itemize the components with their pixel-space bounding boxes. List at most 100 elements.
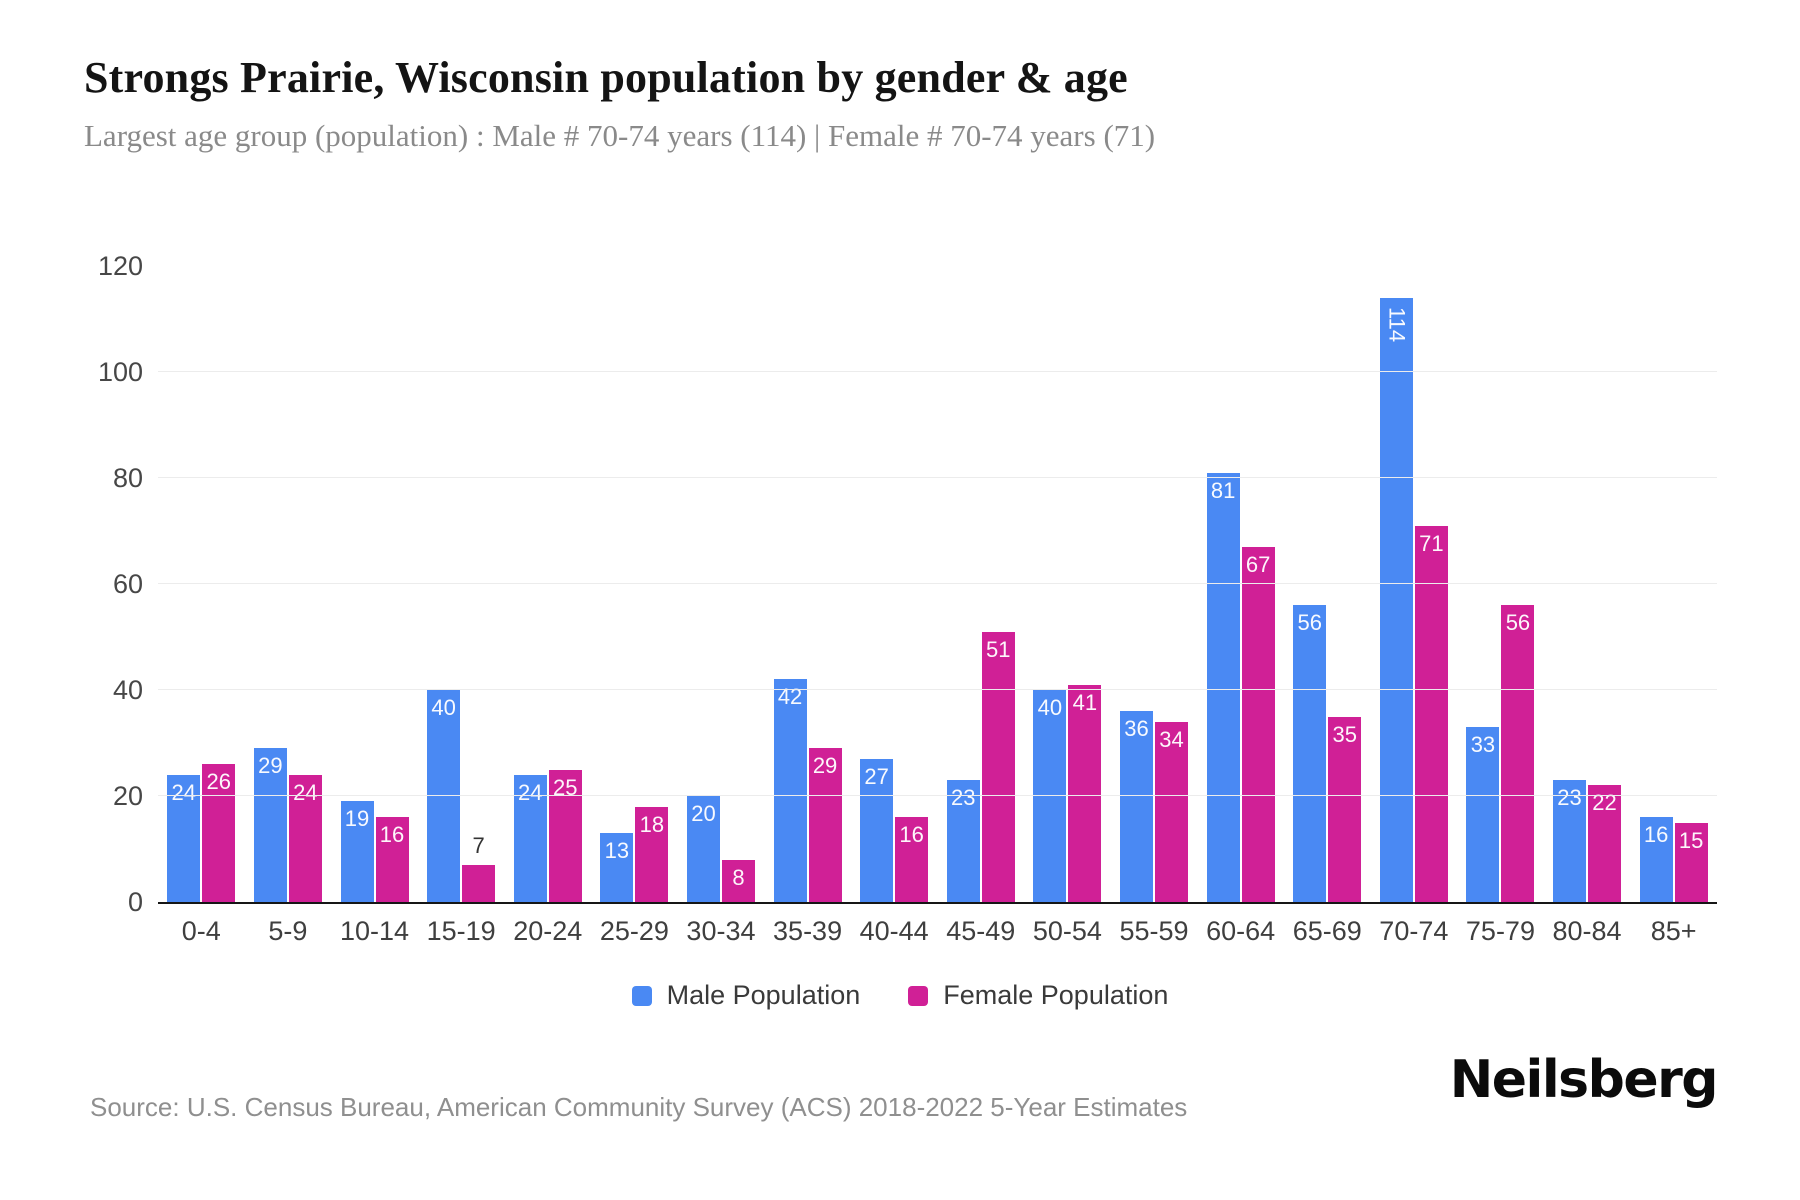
bar-male-0-4[interactable]: 24 bbox=[167, 774, 201, 902]
y-axis-tick-40: 40 bbox=[112, 675, 143, 705]
bar-value-label: 24 bbox=[517, 779, 543, 805]
bar-value-label: 22 bbox=[1592, 790, 1617, 816]
y-axis-tick-60: 60 bbox=[112, 569, 143, 599]
bar-male-55-59[interactable]: 36 bbox=[1120, 711, 1153, 902]
bar-group-20-24: 24 25 20-24 bbox=[504, 266, 591, 946]
x-axis-label-85+: 85+ bbox=[1650, 916, 1697, 946]
bar-value-label: 29 bbox=[812, 753, 838, 779]
y-axis-tick-100: 100 bbox=[97, 357, 143, 387]
x-axis-label-35-39: 35-39 bbox=[773, 916, 843, 946]
y-axis-tick-80: 80 bbox=[112, 463, 143, 493]
bar-group-70-74: 114 71 70-74 bbox=[1371, 266, 1458, 946]
bar-male-20-24[interactable]: 24 bbox=[513, 774, 547, 902]
bar-value-label: 7 bbox=[472, 832, 485, 858]
legend-item-female[interactable]: Female Population bbox=[908, 980, 1168, 1011]
x-axis-label-75-79: 75-79 bbox=[1465, 916, 1535, 946]
plot-area: 24 26 0-4 29 24 5-9 19 16 10-14 40 7 15-19 24 25 20-24… bbox=[98, 251, 1717, 946]
bar-group-5-9: 29 24 5-9 bbox=[245, 266, 332, 946]
bar-group-0-4: 24 26 0-4 bbox=[158, 266, 245, 946]
bar-male-10-14[interactable]: 19 bbox=[340, 801, 374, 902]
bar-value-label: 16 bbox=[1643, 822, 1669, 848]
bar-value-label: 24 bbox=[171, 779, 197, 805]
bar-male-85+[interactable]: 16 bbox=[1639, 817, 1673, 902]
x-axis-label-15-19: 15-19 bbox=[426, 916, 496, 946]
x-axis-label-80-84: 80-84 bbox=[1552, 916, 1622, 946]
bar-value-label: 34 bbox=[1159, 726, 1184, 752]
page-title: Strongs Prairie, Wisconsin population by… bbox=[84, 53, 1128, 102]
x-axis-label-30-34: 30-34 bbox=[686, 916, 756, 946]
bar-group-10-14: 19 16 10-14 bbox=[331, 266, 418, 946]
bar-value-label: 18 bbox=[639, 811, 665, 837]
bar-group-25-29: 13 18 25-29 bbox=[591, 266, 678, 946]
x-axis-label-60-64: 60-64 bbox=[1206, 916, 1276, 946]
bar-male-30-34[interactable]: 20 bbox=[686, 796, 720, 902]
x-axis-label-10-14: 10-14 bbox=[339, 916, 410, 946]
bar-female-50-54[interactable]: 41 bbox=[1068, 684, 1102, 902]
bar-male-15-19[interactable]: 40 bbox=[427, 690, 461, 902]
bar-value-label: 67 bbox=[1245, 551, 1271, 577]
bar-value-label: 26 bbox=[206, 769, 232, 795]
source-attribution: Source: U.S. Census Bureau, American Com… bbox=[90, 1092, 1188, 1122]
bar-male-50-54[interactable]: 40 bbox=[1033, 690, 1067, 902]
legend-label-female: Female Population bbox=[943, 980, 1169, 1010]
bar-group-55-59: 36 34 55-59 bbox=[1111, 266, 1198, 946]
bar-female-10-14[interactable]: 16 bbox=[375, 817, 409, 902]
bar-female-60-64[interactable]: 67 bbox=[1241, 546, 1275, 902]
x-axis-label-45-49: 45-49 bbox=[946, 916, 1016, 946]
y-axis-tick-20: 20 bbox=[112, 781, 143, 811]
bar-female-65-69[interactable]: 35 bbox=[1328, 716, 1362, 902]
bar-male-65-69[interactable]: 56 bbox=[1293, 605, 1327, 902]
bar-male-75-79[interactable]: 33 bbox=[1466, 727, 1500, 902]
x-axis-label-40-44: 40-44 bbox=[859, 916, 929, 946]
bar-male-60-64[interactable]: 81 bbox=[1206, 472, 1240, 902]
bar-male-5-9[interactable]: 29 bbox=[253, 748, 287, 902]
bar-male-35-39[interactable]: 42 bbox=[773, 679, 807, 902]
x-axis-label-20-24: 20-24 bbox=[513, 916, 583, 946]
bar-group-50-54: 40 41 50-54 bbox=[1024, 266, 1111, 946]
bar-value-label: 20 bbox=[691, 801, 716, 826]
gridline-100 bbox=[158, 371, 1717, 372]
bar-female-85+[interactable]: 15 bbox=[1674, 822, 1708, 902]
bar-male-25-29[interactable]: 13 bbox=[600, 833, 634, 902]
bar-value-label: 33 bbox=[1470, 732, 1496, 758]
legend-item-male[interactable]: Male Population bbox=[631, 980, 860, 1011]
y-axis-tick-120: 120 bbox=[97, 251, 143, 281]
bar-value-label: 42 bbox=[777, 684, 803, 710]
bar-value-label: 23 bbox=[1557, 785, 1582, 811]
bar-female-40-44[interactable]: 16 bbox=[895, 817, 929, 902]
bar-value-label: 24 bbox=[293, 779, 318, 805]
bar-female-55-59[interactable]: 34 bbox=[1155, 721, 1188, 902]
bar-group-30-34: 20 8 30-34 bbox=[678, 266, 765, 946]
bar-female-20-24[interactable]: 25 bbox=[548, 769, 582, 902]
bar-male-40-44[interactable]: 27 bbox=[860, 758, 894, 902]
bar-value-label: 51 bbox=[986, 636, 1011, 662]
bar-female-35-39[interactable]: 29 bbox=[808, 748, 842, 902]
neilsberg-logo: Neilsberg bbox=[1449, 1050, 1719, 1110]
bar-value-label: 40 bbox=[431, 695, 456, 720]
bar-value-label: 16 bbox=[899, 822, 924, 848]
gridline-80 bbox=[158, 477, 1717, 478]
bar-female-70-74[interactable]: 71 bbox=[1414, 525, 1448, 902]
bar-female-80-84[interactable]: 22 bbox=[1588, 785, 1622, 902]
bar-female-75-79[interactable]: 56 bbox=[1501, 605, 1535, 902]
bar-value-label: 81 bbox=[1210, 477, 1236, 503]
bar-value-label: 114 bbox=[1384, 306, 1410, 342]
bar-female-30-34[interactable]: 8 bbox=[721, 859, 755, 902]
bar-male-45-49[interactable]: 23 bbox=[946, 780, 980, 902]
bar-value-label: 15 bbox=[1678, 827, 1704, 853]
bar-group-85+: 16 15 85+ bbox=[1630, 266, 1717, 946]
bar-female-0-4[interactable]: 26 bbox=[202, 764, 236, 902]
bar-value-label: 71 bbox=[1419, 530, 1444, 556]
bar-value-label: 27 bbox=[864, 763, 889, 789]
bar-value-label: 19 bbox=[344, 806, 370, 832]
bar-female-15-19[interactable]: 7 bbox=[462, 833, 496, 902]
x-axis-label-70-74: 70-74 bbox=[1379, 916, 1449, 946]
bar-group-75-79: 33 56 75-79 bbox=[1457, 266, 1544, 946]
bar-male-70-74[interactable]: 114 bbox=[1379, 297, 1413, 902]
bar-female-25-29[interactable]: 18 bbox=[635, 806, 669, 902]
bar-female-45-49[interactable]: 51 bbox=[981, 631, 1015, 902]
bar-female-5-9[interactable]: 24 bbox=[288, 774, 322, 902]
bar-groups: 24 26 0-4 29 24 5-9 19 16 10-14 40 7 15-19 24 25 20-24… bbox=[158, 266, 1717, 946]
bar-group-40-44: 27 16 40-44 bbox=[851, 266, 938, 946]
bar-male-80-84[interactable]: 23 bbox=[1553, 780, 1587, 902]
